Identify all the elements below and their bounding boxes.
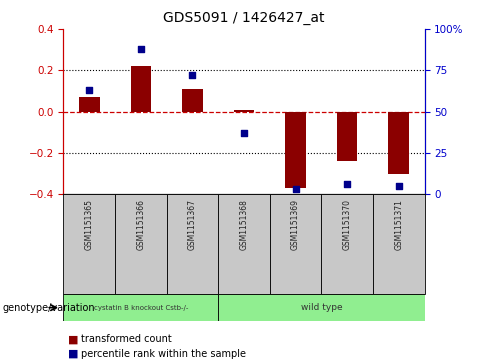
Bar [234, 110, 254, 111]
Text: GSM1151366: GSM1151366 [136, 199, 145, 250]
Bar [166, 194, 218, 294]
Text: GSM1151371: GSM1151371 [394, 199, 403, 250]
Text: ■: ■ [68, 349, 79, 359]
Point [292, 186, 300, 192]
Point [240, 130, 248, 136]
Point [188, 72, 196, 78]
Bar [63, 294, 218, 321]
Point [395, 183, 403, 189]
Bar [115, 194, 166, 294]
Bar [63, 194, 115, 294]
Point [137, 46, 145, 52]
Text: genotype/variation: genotype/variation [2, 303, 95, 313]
Bar [182, 89, 203, 111]
Bar [270, 194, 322, 294]
Bar [218, 194, 270, 294]
Text: ■: ■ [68, 334, 79, 344]
Bar [79, 97, 100, 111]
Bar [322, 194, 373, 294]
Bar [218, 294, 425, 321]
Text: wild type: wild type [301, 303, 342, 312]
Text: GSM1151370: GSM1151370 [343, 199, 352, 250]
Text: GDS5091 / 1426427_at: GDS5091 / 1426427_at [163, 11, 325, 25]
Bar [373, 194, 425, 294]
Point [343, 182, 351, 187]
Text: cystatin B knockout Cstb-/-: cystatin B knockout Cstb-/- [94, 305, 188, 311]
Text: percentile rank within the sample: percentile rank within the sample [81, 349, 245, 359]
Bar [388, 111, 409, 174]
Bar [337, 111, 358, 161]
Text: GSM1151367: GSM1151367 [188, 199, 197, 250]
Text: GSM1151368: GSM1151368 [240, 199, 248, 250]
Text: GSM1151365: GSM1151365 [85, 199, 94, 250]
Bar [285, 111, 306, 188]
Text: GSM1151369: GSM1151369 [291, 199, 300, 250]
Bar [130, 66, 151, 111]
Text: transformed count: transformed count [81, 334, 171, 344]
Point [85, 87, 93, 93]
